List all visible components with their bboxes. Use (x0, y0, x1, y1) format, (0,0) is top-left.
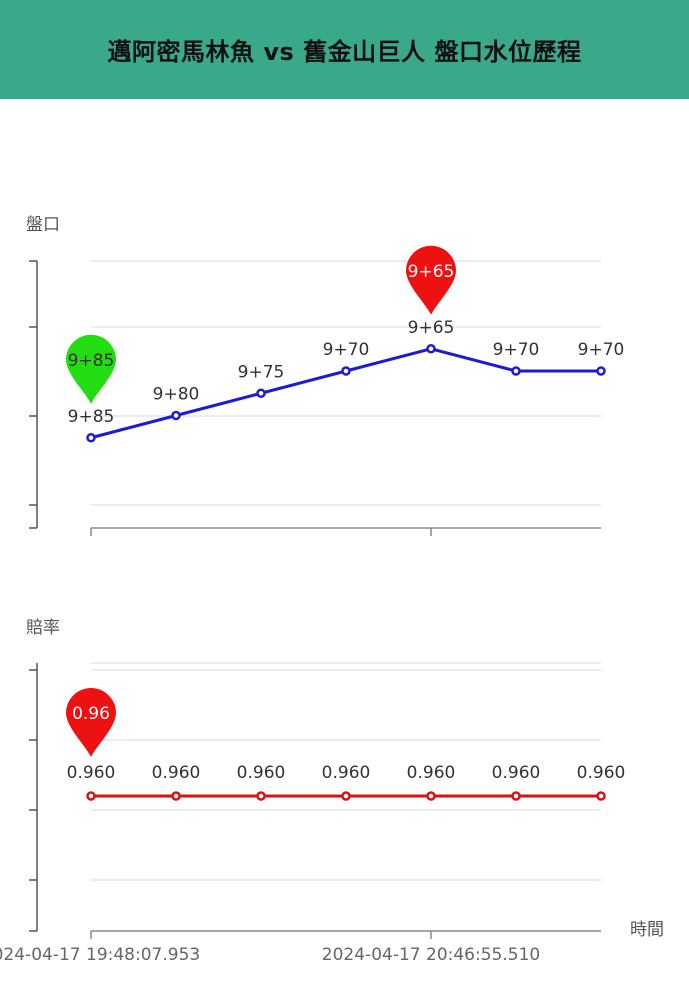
data-point (596, 366, 606, 376)
data-label: 0.960 (152, 763, 201, 783)
data-point (511, 791, 521, 801)
page-title: 邁阿密馬林魚 vs 舊金山巨人 盤口水位歷程 (107, 38, 582, 66)
data-label: 9+65 (408, 318, 455, 338)
data-label: 0.960 (577, 763, 626, 783)
max-marker-pin-label: 9+85 (68, 351, 115, 371)
max-marker-pin (66, 334, 116, 404)
data-label: 9+70 (493, 340, 540, 360)
data-label: 9+85 (68, 407, 115, 427)
min-marker-pin-label: 9+65 (408, 262, 455, 282)
data-label: 9+70 (578, 340, 625, 360)
data-label: 9+75 (238, 362, 285, 382)
data-label: 0.960 (322, 763, 371, 783)
data-point (341, 791, 351, 801)
data-point (86, 433, 96, 443)
data-label: 0.960 (407, 763, 456, 783)
y-axis-title: 盤口 (26, 215, 60, 235)
data-point (596, 791, 606, 801)
data-label: 0.960 (67, 763, 116, 783)
data-point (341, 366, 351, 376)
min-marker-pin (406, 245, 456, 315)
data-point (86, 791, 96, 801)
odds-marker-pin (66, 688, 116, 757)
x-axis-title: 時間 (630, 920, 664, 940)
odds-marker-pin-label: 0.96 (72, 704, 110, 724)
data-point (511, 366, 521, 376)
data-point (426, 791, 436, 801)
data-label: 0.960 (492, 763, 541, 783)
data-label: 0.960 (237, 763, 286, 783)
handicap-chart: 盤口 9+85 9+80 9+75 9+70 9+65 9+70 9+70 9+85 9+65 (26, 215, 625, 536)
y-axis-title: 賠率 (26, 618, 60, 638)
data-label: 9+70 (323, 340, 370, 360)
data-point (171, 791, 181, 801)
x-tick-label: 2024-04-17 20:46:55.510 (322, 945, 540, 965)
page-header: 邁阿密馬林魚 vs 舊金山巨人 盤口水位歷程 (0, 0, 689, 99)
data-point (426, 344, 436, 354)
data-label: 9+80 (153, 385, 200, 405)
data-point (171, 410, 181, 421)
data-point (256, 388, 266, 398)
x-tick-label: 2024-04-17 19:48:07.953 (0, 945, 200, 965)
data-point (256, 791, 266, 801)
